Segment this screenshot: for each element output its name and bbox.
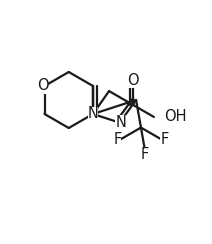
Text: N: N (88, 106, 98, 122)
Text: N: N (115, 115, 126, 130)
Text: F: F (113, 132, 121, 147)
Text: F: F (141, 146, 149, 162)
Text: OH: OH (164, 110, 186, 124)
Text: F: F (160, 132, 169, 147)
Text: O: O (37, 79, 48, 93)
Text: O: O (127, 73, 139, 88)
